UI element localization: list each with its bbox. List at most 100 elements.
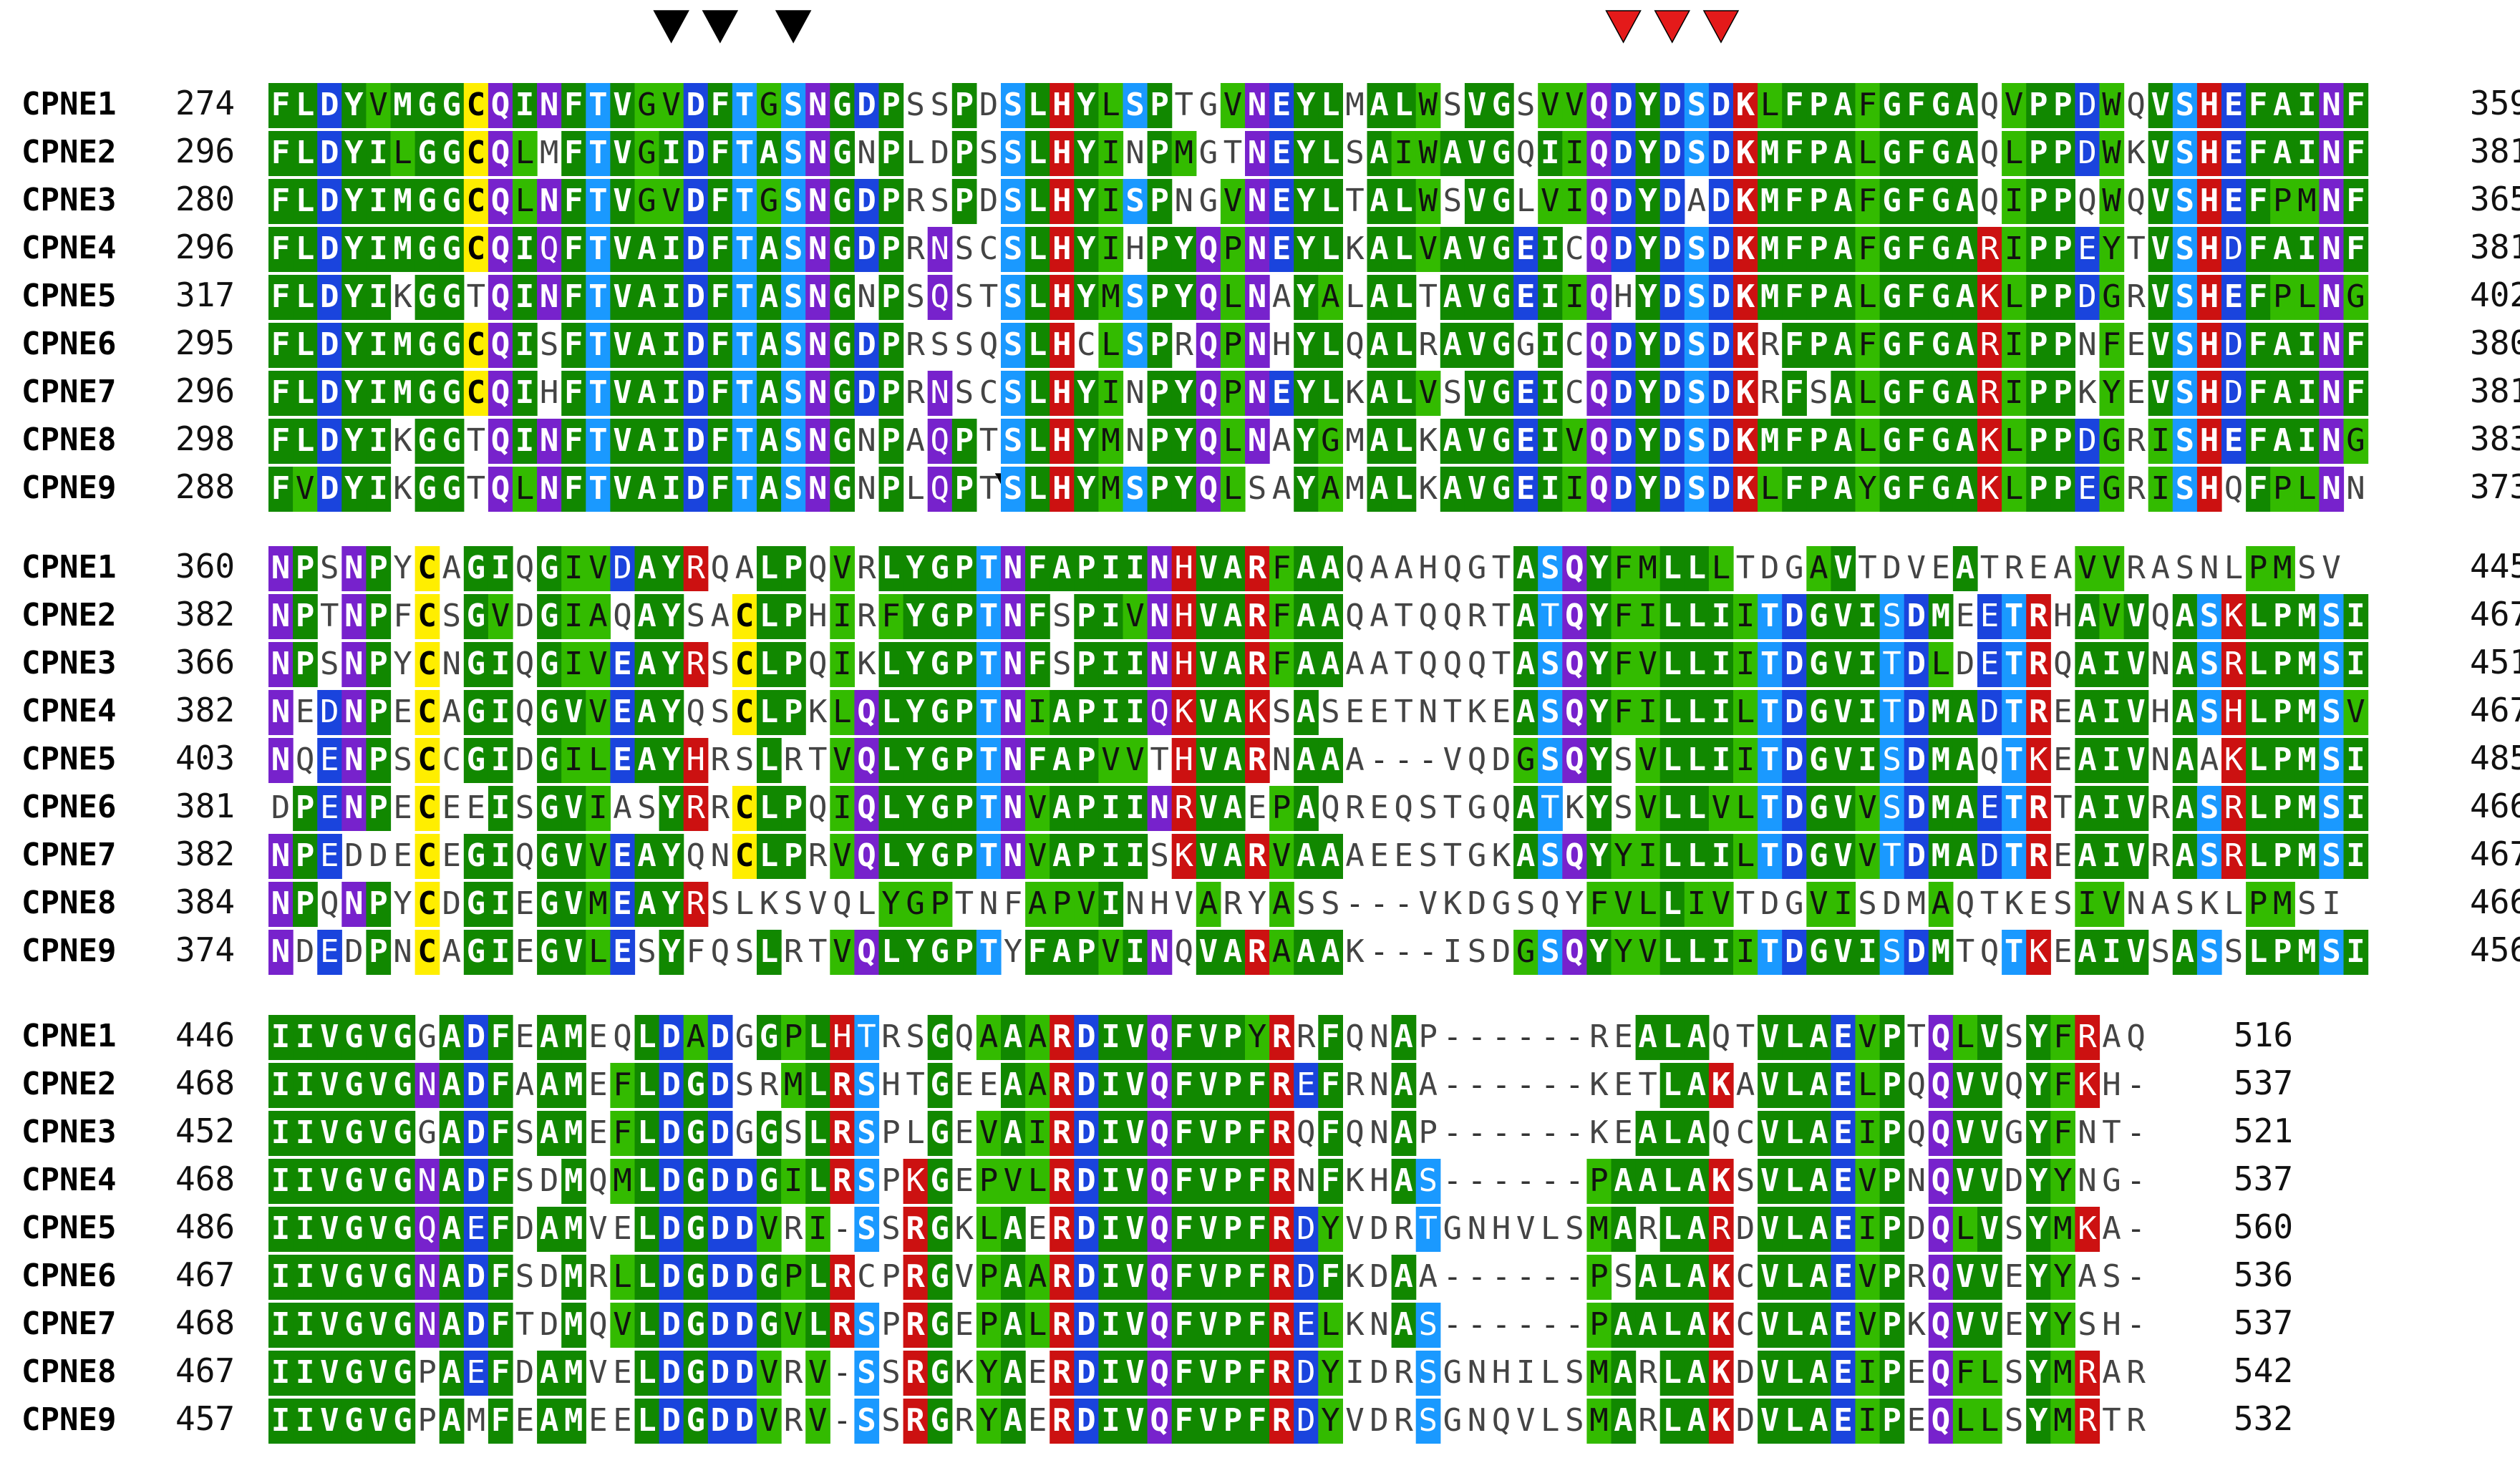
residue-letter: S <box>857 1210 876 1247</box>
residue-letter: R <box>2078 1354 2097 1391</box>
residue-letter: L <box>2224 885 2244 922</box>
residue-letter: E <box>588 1114 608 1151</box>
residue-letter: H <box>1052 326 1072 363</box>
residue-letter: - <box>1394 933 1413 970</box>
residue-letter: C <box>417 789 437 826</box>
residue-letter: N <box>2151 646 2171 682</box>
residue-cell <box>1586 83 1612 128</box>
residue-letter: R <box>2126 278 2146 315</box>
residue-letter: N <box>2322 87 2341 123</box>
residue-cell <box>1025 83 1050 128</box>
residue-letter: I <box>2102 789 2121 826</box>
residue-letter: S <box>735 1066 755 1103</box>
residue-letter: A <box>442 1162 462 1199</box>
residue-letter: V <box>369 87 388 123</box>
residue-letter: V <box>1125 1258 1145 1295</box>
residue-letter: I <box>296 1162 315 1199</box>
residue-letter: D <box>735 1258 755 1295</box>
residue-letter: W <box>2102 135 2121 171</box>
residue-letter: W <box>1419 135 1438 171</box>
end-position: 402 <box>2470 276 2520 314</box>
residue-letter: F <box>271 87 291 123</box>
residue-letter: P <box>881 422 901 459</box>
sequence-name: CPNE3 <box>21 645 116 681</box>
residue-letter: P <box>1223 1210 1243 1247</box>
residue-letter: S <box>2176 470 2195 507</box>
residue-letter: V <box>1125 742 1145 778</box>
residue-letter: C <box>417 694 437 730</box>
residue-letter: E <box>1516 278 1536 315</box>
residue-letter: N <box>1370 1306 1389 1343</box>
residue-letter: A <box>637 374 656 411</box>
residue-letter: V <box>1345 1402 1365 1439</box>
residue-letter: S <box>2176 374 2195 411</box>
residue-letter: N <box>344 598 364 634</box>
residue-letter: N <box>344 742 364 778</box>
residue-letter: - <box>1370 933 1389 970</box>
residue-letter: F <box>1248 1066 1267 1103</box>
residue-cell <box>830 131 855 176</box>
residue-letter: S <box>881 1210 901 1247</box>
residue-letter: Q <box>1150 1306 1169 1343</box>
residue-letter: Q <box>1199 374 1218 411</box>
residue-letter: F <box>1248 1354 1267 1391</box>
residue-letter: Q <box>687 837 706 874</box>
residue-cell <box>707 131 733 176</box>
residue-letter: Y <box>2053 1258 2073 1295</box>
residue-letter: N <box>2322 326 2341 363</box>
residue-letter: D <box>1077 1162 1096 1199</box>
residue-letter: L <box>2005 135 2024 171</box>
residue-letter: I <box>1858 1114 1877 1151</box>
residue-letter: V <box>1125 1019 1145 1055</box>
residue-letter: P <box>1077 550 1096 586</box>
residue-letter: A <box>1028 1066 1047 1103</box>
residue-letter: L <box>1687 789 1707 826</box>
residue-letter: A <box>1419 1066 1438 1103</box>
residue-letter: E <box>1833 1066 1853 1103</box>
residue-letter: T <box>588 422 608 459</box>
residue-letter: Y <box>2029 1354 2048 1391</box>
end-position: 359 <box>2470 84 2520 122</box>
residue-letter: F <box>2346 230 2365 267</box>
residue-letter: F <box>491 1114 510 1151</box>
residue-letter: Q <box>1345 1114 1365 1151</box>
residue-cell <box>707 83 733 128</box>
residue-letter: A <box>1809 1354 1828 1391</box>
residue-letter: M <box>393 230 412 267</box>
residue-letter: A <box>1687 1114 1707 1151</box>
residue-cell <box>1611 83 1637 128</box>
residue-letter: D <box>662 1114 681 1151</box>
end-position: 445 <box>2470 547 2520 585</box>
residue-letter: L <box>2005 470 2024 507</box>
residue-letter: A <box>442 1066 462 1103</box>
residue-letter: D <box>1077 1258 1096 1295</box>
residue-letter: D <box>467 1258 486 1295</box>
residue-letter: - <box>1516 1019 1536 1055</box>
residue-letter: E <box>442 837 462 874</box>
residue-letter: A <box>1956 278 1975 315</box>
residue-letter: Y <box>1004 933 1023 970</box>
residue-letter: I <box>1565 278 1584 315</box>
residue-letter: A <box>442 1402 462 1439</box>
residue-letter: S <box>2102 1258 2121 1295</box>
residue-letter: L <box>1712 550 1731 586</box>
residue-letter: A <box>1321 837 1340 874</box>
residue-letter: G <box>1882 470 1901 507</box>
residue-letter: L <box>637 1210 656 1247</box>
residue-letter: V <box>588 1354 608 1391</box>
residue-letter: T <box>2102 1402 2121 1439</box>
residue-letter: D <box>1712 135 1731 171</box>
residue-letter: T <box>1882 694 1901 730</box>
residue-letter: T <box>735 278 755 315</box>
residue-letter: N <box>1125 422 1145 459</box>
residue-letter: G <box>906 885 925 922</box>
residue-letter: C <box>735 694 755 730</box>
residue-letter: V <box>1468 326 1487 363</box>
black-triangle-marker-icon <box>775 10 812 44</box>
residue-letter: L <box>1663 694 1682 730</box>
